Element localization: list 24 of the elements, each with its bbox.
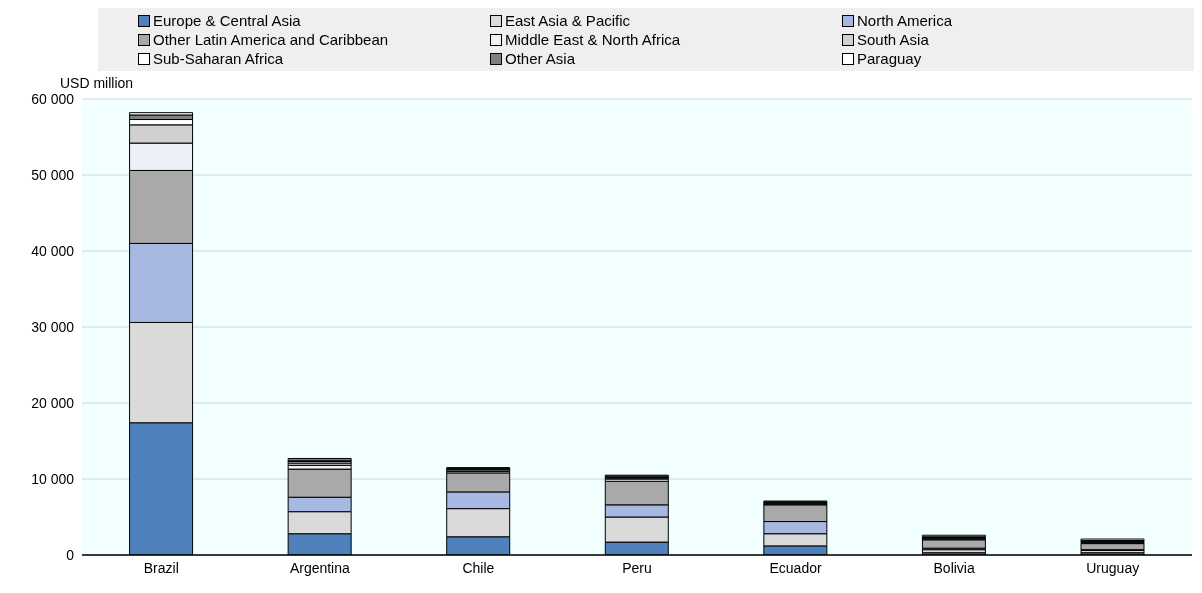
y-tick-label: 30 000 bbox=[31, 318, 75, 335]
x-tick-label: Peru bbox=[622, 559, 652, 576]
legend-label: Middle East & North Africa bbox=[505, 31, 681, 48]
y-tick-label: 40 000 bbox=[31, 242, 75, 259]
legend-label: Other Latin America and Caribbean bbox=[153, 31, 389, 48]
x-tick-label: Argentina bbox=[289, 559, 351, 576]
y-tick-label: 0 bbox=[66, 546, 75, 563]
x-tick-label: Brazil bbox=[143, 559, 179, 576]
legend-label: Sub-Saharan Africa bbox=[153, 50, 284, 67]
y-tick-label: 10 000 bbox=[31, 470, 75, 487]
x-tick-label: Ecuador bbox=[769, 559, 822, 576]
y-tick-label: 50 000 bbox=[31, 166, 75, 183]
legend-label: North America bbox=[857, 12, 953, 29]
legend-label: South Asia bbox=[857, 31, 929, 48]
x-tick-label: Chile bbox=[462, 559, 495, 576]
legend-label: East Asia & Pacific bbox=[505, 12, 631, 29]
y-tick-label: 20 000 bbox=[31, 394, 75, 411]
legend-label: Paraguay bbox=[857, 50, 922, 67]
legend-label: Other Asia bbox=[505, 50, 576, 67]
y-tick-label: 60 000 bbox=[31, 90, 75, 107]
x-tick-label: Bolivia bbox=[933, 559, 975, 576]
legend-label: Europe & Central Asia bbox=[153, 12, 301, 29]
y-axis-title: USD million bbox=[60, 75, 135, 91]
x-tick-label: Uruguay bbox=[1086, 559, 1140, 576]
